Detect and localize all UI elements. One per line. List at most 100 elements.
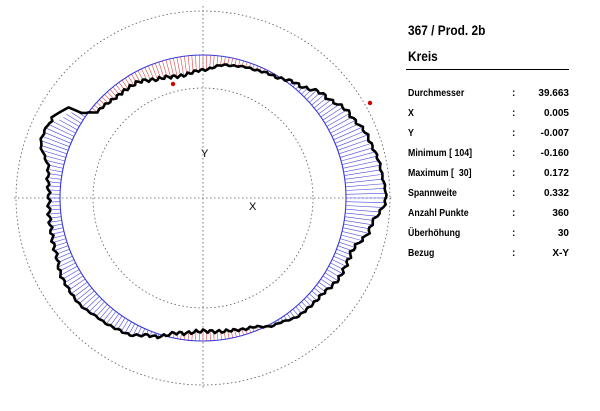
- deviation-line: [295, 306, 302, 314]
- deviation-line: [316, 99, 332, 112]
- deviation-line: [334, 252, 349, 259]
- deviation-line: [71, 112, 84, 121]
- deviation-line: [75, 287, 93, 302]
- deviation-line: [49, 216, 62, 219]
- title-underline: [406, 69, 569, 70]
- result-separator: :: [512, 188, 516, 199]
- deviation-line: [60, 265, 78, 276]
- result-value: -0.007: [540, 128, 569, 139]
- result-row: Maximum [ 30] : 0.172: [400, 168, 600, 188]
- reference-circle: [59, 54, 347, 342]
- deviation-line: [103, 308, 114, 322]
- deviation-line: [132, 325, 139, 336]
- deviation-line: [180, 56, 184, 76]
- deviation-line: [51, 231, 65, 235]
- deviation-line: [128, 75, 134, 85]
- result-label: Durchmesser: [408, 88, 465, 99]
- deviation-line: [57, 252, 72, 259]
- deviation-line: [341, 151, 375, 162]
- deviation-line: [341, 231, 365, 238]
- x-axis-label: X: [249, 201, 257, 213]
- deviation-line: [343, 164, 381, 173]
- deviation-line: [69, 278, 86, 290]
- deviation-line: [91, 301, 105, 315]
- deviation-line: [99, 99, 105, 105]
- deviation-line: [345, 201, 385, 204]
- deviation-line: [292, 308, 300, 317]
- deviation-line: [216, 55, 219, 66]
- deviation-line: [49, 212, 61, 215]
- deviation-line: [121, 79, 129, 90]
- deviation-line: [334, 130, 365, 144]
- deviation-line: [342, 160, 380, 169]
- result-row: Durchmesser : 39.663: [400, 88, 600, 108]
- result-row: Überhöhung : 30: [400, 228, 600, 248]
- result-separator: :: [512, 208, 516, 219]
- maximum-marker: [367, 100, 373, 106]
- deviation-line: [340, 147, 373, 158]
- deviation-line: [328, 265, 342, 274]
- result-label: Spannweite: [408, 188, 457, 199]
- result-value: 0.332: [543, 188, 569, 199]
- deviation-line: [106, 311, 117, 324]
- evaluation-method: Kreis: [408, 48, 438, 64]
- result-label: Anzahl Punkte: [408, 208, 469, 219]
- deviation-line: [63, 117, 80, 127]
- measured-profile: [39, 63, 388, 340]
- deviation-line: [184, 56, 188, 76]
- deviation-line: [128, 323, 136, 335]
- deviation-line: [313, 287, 322, 295]
- part-title: 367 / Prod. 2b: [408, 22, 486, 38]
- result-value: 0.005: [543, 108, 569, 119]
- deviation-line: [213, 55, 215, 68]
- deviation-line: [41, 140, 69, 151]
- result-row: Anzahl Punkte : 360: [400, 208, 600, 228]
- deviation-line: [151, 64, 158, 79]
- result-value: -0.160: [540, 148, 569, 159]
- result-value: 39.663: [538, 88, 569, 99]
- deviation-line: [343, 223, 370, 230]
- deviation-line: [209, 331, 211, 341]
- deviation-line: [155, 63, 161, 78]
- deviation-line: [109, 313, 120, 327]
- deviation-line: [309, 293, 318, 301]
- result-value: 0.172: [543, 168, 569, 179]
- deviation-line: [71, 281, 88, 295]
- deviation-line: [73, 284, 90, 298]
- result-label: Bezug: [408, 248, 435, 259]
- y-axis-label: Y: [201, 148, 209, 160]
- result-label: Überhöhung: [408, 228, 461, 239]
- deviation-line: [125, 321, 132, 333]
- result-separator: :: [512, 248, 516, 259]
- deviation-line: [43, 155, 65, 162]
- deviation-line: [47, 123, 75, 137]
- deviation-line: [85, 296, 100, 310]
- deviation-line: [306, 90, 316, 100]
- deviation-line: [173, 58, 178, 76]
- deviation-line: [49, 189, 61, 191]
- deviation-line: [245, 61, 248, 67]
- result-row: X : 0.005: [400, 108, 600, 128]
- deviation-line: [113, 315, 123, 329]
- deviation-line: [134, 72, 140, 81]
- deviation-line: [338, 241, 355, 248]
- deviation-line: [82, 293, 97, 307]
- deviation-line: [341, 234, 362, 241]
- deviation-line: [341, 155, 377, 165]
- deviation-line: [54, 245, 69, 251]
- deviation-line: [336, 248, 350, 255]
- deviation-line: [326, 112, 351, 127]
- deviation-line: [101, 96, 109, 104]
- result-label: X: [408, 108, 414, 119]
- deviation-line: [345, 212, 377, 217]
- deviation-line: [59, 119, 78, 131]
- deviation-line: [79, 290, 95, 304]
- deviation-line: [337, 138, 370, 151]
- deviation-line: [45, 127, 73, 141]
- deviation-line: [227, 331, 230, 339]
- deviation-line: [344, 220, 372, 225]
- deviation-line: [115, 84, 122, 93]
- deviation-line: [337, 245, 352, 251]
- deviation-line: [345, 205, 383, 208]
- minimum-marker: [170, 81, 176, 87]
